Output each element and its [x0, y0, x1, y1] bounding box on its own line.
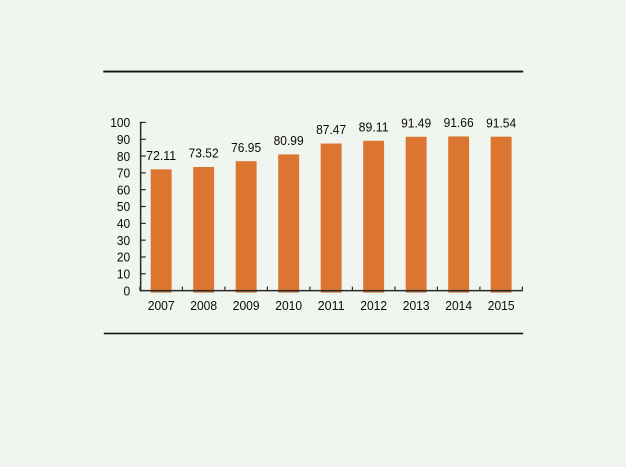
svg-text:40: 40	[117, 216, 130, 231]
svg-text:20: 20	[117, 250, 130, 265]
svg-text:50: 50	[117, 199, 130, 214]
svg-text:100: 100	[110, 115, 130, 130]
svg-text:72.11: 72.11	[146, 148, 176, 163]
svg-text:91.66: 91.66	[444, 115, 474, 130]
svg-text:90: 90	[117, 132, 130, 147]
svg-text:80.99: 80.99	[274, 133, 304, 148]
svg-text:2013: 2013	[403, 298, 430, 313]
svg-text:73.52: 73.52	[189, 146, 219, 161]
svg-text:2009: 2009	[233, 298, 260, 313]
svg-text:2015: 2015	[488, 298, 515, 313]
svg-text:70: 70	[117, 166, 130, 181]
svg-text:91.54: 91.54	[486, 115, 516, 130]
svg-text:89.11: 89.11	[359, 119, 389, 134]
svg-text:60: 60	[117, 182, 130, 197]
svg-text:30: 30	[117, 233, 130, 248]
svg-text:2010: 2010	[275, 298, 302, 313]
svg-text:87.47: 87.47	[316, 122, 346, 137]
svg-text:2012: 2012	[360, 298, 387, 313]
svg-text:2011: 2011	[318, 298, 345, 313]
svg-text:80: 80	[117, 149, 130, 164]
svg-text:10: 10	[117, 266, 130, 281]
svg-text:2014: 2014	[445, 298, 472, 313]
svg-text:0: 0	[124, 283, 131, 298]
svg-text:2007: 2007	[148, 298, 175, 313]
svg-text:2008: 2008	[190, 298, 217, 313]
svg-text:91.49: 91.49	[401, 115, 431, 130]
svg-text:76.95: 76.95	[231, 140, 261, 155]
